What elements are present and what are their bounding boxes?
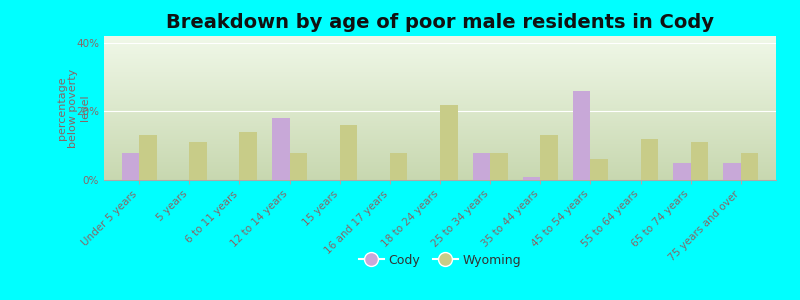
Bar bbox=[490, 153, 508, 180]
Title: Breakdown by age of poor male residents in Cody: Breakdown by age of poor male residents … bbox=[166, 13, 714, 32]
Y-axis label: percentage
below poverty
level: percentage below poverty level bbox=[57, 68, 90, 148]
Bar bbox=[190, 142, 207, 180]
Bar bbox=[690, 142, 708, 180]
Legend: Cody, Wyoming: Cody, Wyoming bbox=[354, 249, 526, 272]
Bar bbox=[239, 132, 257, 180]
Bar bbox=[139, 135, 157, 180]
Bar bbox=[741, 153, 758, 180]
Bar bbox=[390, 153, 407, 180]
Bar bbox=[122, 153, 139, 180]
Bar bbox=[272, 118, 290, 180]
Bar bbox=[673, 163, 690, 180]
Bar bbox=[440, 105, 458, 180]
Bar bbox=[340, 125, 358, 180]
Bar bbox=[723, 163, 741, 180]
Bar bbox=[290, 153, 307, 180]
Bar bbox=[641, 139, 658, 180]
Bar bbox=[473, 153, 490, 180]
Bar bbox=[522, 177, 540, 180]
Bar bbox=[540, 135, 558, 180]
Bar bbox=[590, 159, 608, 180]
Bar bbox=[573, 91, 590, 180]
